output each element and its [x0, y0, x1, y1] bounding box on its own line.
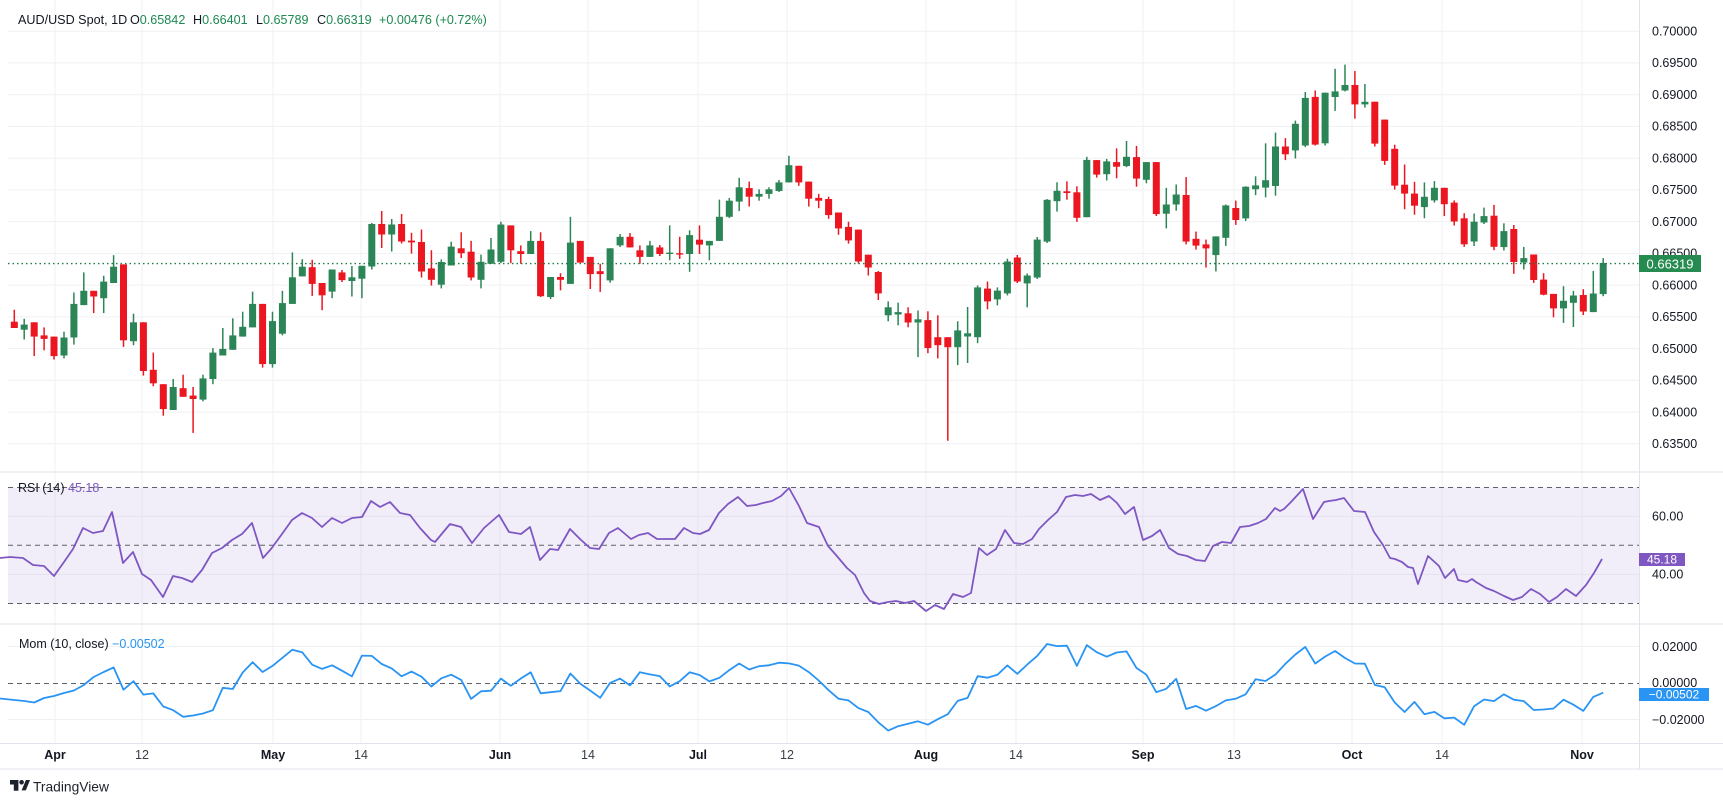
- svg-text:0.67500: 0.67500: [1652, 183, 1697, 197]
- svg-text:14: 14: [581, 748, 595, 762]
- svg-text:13: 13: [1227, 748, 1241, 762]
- svg-text:Sep: Sep: [1132, 748, 1155, 762]
- svg-text:14: 14: [1009, 748, 1023, 762]
- svg-text:AUD/USD Spot, 1D: AUD/USD Spot, 1D: [18, 13, 127, 27]
- svg-text:Jun: Jun: [489, 748, 511, 762]
- svg-text:L0.65789: L0.65789: [256, 13, 309, 27]
- svg-text:Oct: Oct: [1342, 748, 1364, 762]
- svg-text:0.67000: 0.67000: [1652, 215, 1697, 229]
- svg-text:+0.00476 (+0.72%): +0.00476 (+0.72%): [379, 13, 487, 27]
- svg-text:60.00: 60.00: [1652, 510, 1683, 524]
- svg-text:0.02000: 0.02000: [1652, 640, 1697, 654]
- svg-text:0.69000: 0.69000: [1652, 88, 1697, 102]
- svg-text:0.00000: 0.00000: [1652, 676, 1697, 690]
- svg-text:H0.66401: H0.66401: [193, 13, 248, 27]
- svg-text:0.64500: 0.64500: [1652, 374, 1697, 388]
- svg-text:0.69500: 0.69500: [1652, 56, 1697, 70]
- svg-text:12: 12: [135, 748, 149, 762]
- svg-text:0.65500: 0.65500: [1652, 310, 1697, 324]
- svg-text:TradingView: TradingView: [33, 780, 109, 795]
- svg-text:Nov: Nov: [1570, 748, 1594, 762]
- svg-text:0.63500: 0.63500: [1652, 437, 1697, 451]
- svg-text:−0.00502: −0.00502: [1649, 688, 1700, 702]
- svg-text:−0.02000: −0.02000: [1652, 713, 1705, 727]
- svg-text:RSI (14) 45.18: RSI (14) 45.18: [18, 481, 99, 495]
- svg-text:Mom (10, close) −0.00502: Mom (10, close) −0.00502: [19, 637, 165, 651]
- svg-text:0.68000: 0.68000: [1652, 152, 1697, 166]
- svg-text:0.68500: 0.68500: [1652, 120, 1697, 134]
- svg-text:May: May: [261, 748, 285, 762]
- svg-text:O0.65842: O0.65842: [130, 13, 185, 27]
- svg-text:Jul: Jul: [689, 748, 707, 762]
- svg-text:14: 14: [354, 748, 368, 762]
- svg-text:45.18: 45.18: [1647, 553, 1677, 567]
- svg-text:12: 12: [780, 748, 794, 762]
- svg-text:Apr: Apr: [44, 748, 66, 762]
- svg-text:40.00: 40.00: [1652, 568, 1683, 582]
- svg-text:0.64000: 0.64000: [1652, 405, 1697, 419]
- svg-text:14: 14: [1435, 748, 1449, 762]
- svg-text:0.66319: 0.66319: [1647, 257, 1694, 272]
- svg-text:C0.66319: C0.66319: [317, 13, 372, 27]
- svg-text:0.65000: 0.65000: [1652, 342, 1697, 356]
- svg-text:0.70000: 0.70000: [1652, 25, 1697, 39]
- svg-text:0.66000: 0.66000: [1652, 278, 1697, 292]
- svg-text:Aug: Aug: [914, 748, 938, 762]
